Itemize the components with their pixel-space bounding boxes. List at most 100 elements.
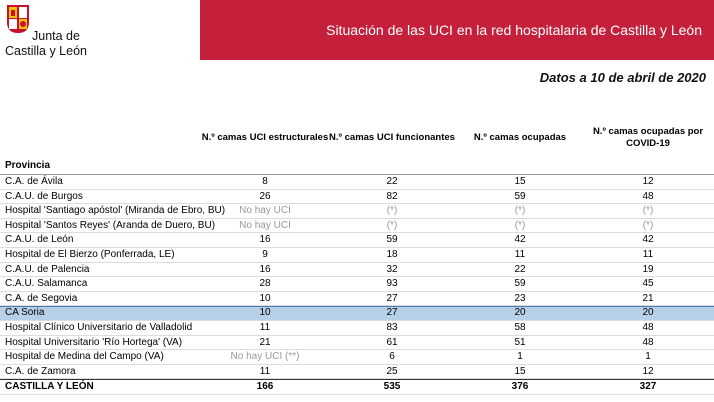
cell: 15 — [514, 176, 526, 187]
cell: 27 — [386, 292, 398, 304]
cell: 59 — [514, 190, 526, 202]
row-rule — [0, 363, 714, 365]
row-rule — [0, 247, 714, 248]
row-label: C.A. de Segovia — [5, 292, 78, 304]
row-rule — [0, 217, 714, 219]
logo-text: Junta de — [32, 29, 80, 43]
cell: 10 — [259, 292, 271, 304]
cell: 376 — [511, 381, 529, 393]
row-label: Hospital de Medina del Campo (VA) — [5, 351, 164, 363]
cell: 45 — [642, 278, 654, 290]
row-rule — [0, 305, 714, 307]
cell: 11 — [259, 365, 271, 377]
row-label: Hospital 'Santiago apóstol' (Miranda de … — [5, 205, 226, 217]
row-label: Hospital 'Santos Reyes' (Aranda de Duero… — [5, 219, 216, 231]
cell: 61 — [386, 336, 398, 348]
row-label: CASTILLA Y LEÓN — [5, 381, 94, 393]
cell: 11 — [642, 249, 654, 260]
column-header: N.º camas ocupadas por COVID-19 — [592, 126, 704, 149]
cell: 21 — [259, 336, 271, 348]
row-label: Hospital Universitario 'Río Hortega' (VA… — [5, 336, 183, 348]
cell: No hay UCI (**) — [230, 351, 300, 363]
cell: (*) — [386, 205, 398, 217]
row-rule — [0, 290, 714, 292]
cell: 42 — [642, 234, 654, 246]
cell: (*) — [642, 205, 654, 217]
cell: 16 — [259, 234, 271, 246]
cell: 23 — [514, 292, 526, 304]
cell: 12 — [642, 176, 654, 187]
cell: (*) — [642, 219, 654, 231]
cell: 16 — [259, 263, 271, 275]
cell: 166 — [256, 381, 274, 393]
cell: 15 — [514, 365, 526, 377]
cell: (*) — [386, 219, 398, 231]
row-label: C.A. de Ávila — [5, 176, 63, 187]
cell: 6 — [389, 351, 395, 363]
row-label: C.A.U. de Palencia — [5, 263, 90, 275]
row-rule — [0, 203, 714, 205]
column-header: N.º camas ocupadas — [473, 132, 567, 143]
cell: 59 — [386, 234, 398, 246]
row-rule — [0, 261, 714, 263]
cell: 327 — [639, 381, 657, 393]
cell: 11 — [259, 322, 271, 333]
cell: 8 — [262, 176, 268, 187]
column-header: N.º camas UCI estructurales — [201, 132, 329, 143]
cell: (*) — [514, 205, 526, 217]
row-header: Provincia — [5, 160, 51, 171]
row-label: Hospital de El Bierzo (Ponferrada, LE) — [5, 249, 175, 260]
row-label: C.A.U. Salamanca — [5, 278, 88, 290]
row-rule — [0, 276, 714, 278]
cell: 82 — [386, 190, 398, 202]
cell: 42 — [514, 234, 526, 246]
row-label: C.A.U. de León — [5, 234, 74, 246]
title: Situación de las UCI en la red hospitala… — [326, 22, 702, 38]
cell: 27 — [386, 307, 398, 319]
total-rule — [0, 379, 714, 381]
header-rule — [0, 174, 714, 175]
logo-text: Castilla y León — [5, 44, 87, 58]
row-label: CA Soria — [5, 307, 45, 319]
date: Datos a 10 de abril de 2020 — [539, 70, 706, 85]
column-header: N.º camas UCI funcionantes — [329, 132, 455, 143]
cell: 48 — [642, 336, 654, 348]
row-label: C.A.U. de Burgos — [5, 190, 83, 202]
logo-shield — [7, 5, 29, 33]
cell: 59 — [514, 278, 526, 290]
cell: 25 — [386, 365, 398, 377]
row-rule — [0, 188, 714, 190]
cell: (*) — [514, 219, 526, 231]
row-rule — [0, 394, 714, 395]
cell: 22 — [386, 176, 398, 187]
cell: 12 — [642, 365, 654, 377]
cell: 18 — [386, 249, 398, 260]
cell: 51 — [514, 336, 526, 348]
cell: 1 — [517, 351, 523, 363]
cell: 9 — [262, 249, 268, 260]
cell: 20 — [642, 307, 654, 319]
row-label: Hospital Clínico Universitario de Vallad… — [5, 322, 193, 333]
row-rule — [0, 378, 714, 380]
row-rule — [0, 232, 714, 234]
cell: 83 — [386, 322, 398, 333]
cell: No hay UCI — [239, 219, 291, 231]
cell: 11 — [514, 249, 526, 260]
cell: 535 — [383, 381, 401, 393]
cell: 22 — [514, 263, 526, 275]
row-label: C.A. de Zamora — [5, 365, 76, 377]
row-rule — [0, 349, 714, 351]
cell: 20 — [514, 307, 526, 319]
cell: 21 — [642, 292, 654, 304]
cell: 19 — [642, 263, 654, 275]
cell: No hay UCI — [239, 205, 291, 217]
cell: 28 — [259, 278, 271, 290]
cell: 48 — [642, 322, 654, 333]
row-rule — [0, 334, 714, 336]
cell: 1 — [645, 351, 651, 363]
cell: 10 — [259, 307, 271, 319]
cell: 26 — [259, 190, 271, 202]
cell: 32 — [386, 263, 398, 275]
cell: 48 — [642, 190, 654, 202]
